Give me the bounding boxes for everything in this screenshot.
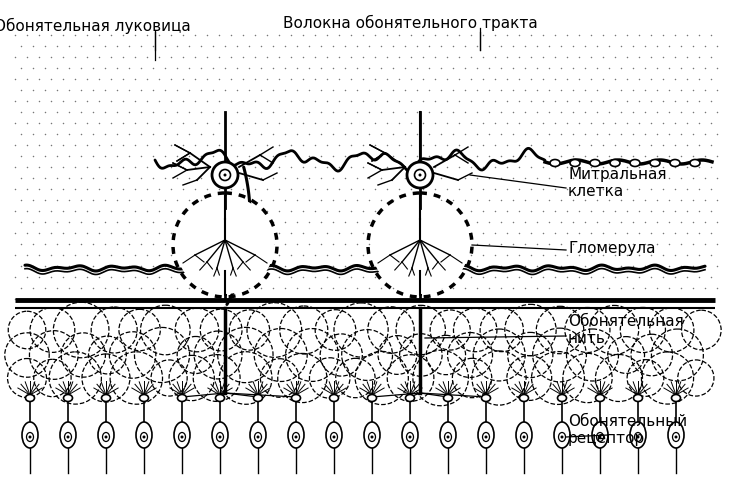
Ellipse shape xyxy=(139,394,148,401)
Circle shape xyxy=(523,435,526,438)
Circle shape xyxy=(104,435,107,438)
Ellipse shape xyxy=(690,159,700,166)
Circle shape xyxy=(599,435,602,438)
Ellipse shape xyxy=(22,422,38,448)
Circle shape xyxy=(218,435,221,438)
Ellipse shape xyxy=(630,159,640,166)
Circle shape xyxy=(176,196,274,294)
Ellipse shape xyxy=(630,422,646,448)
Ellipse shape xyxy=(668,422,684,448)
Ellipse shape xyxy=(174,422,190,448)
Ellipse shape xyxy=(590,159,600,166)
Ellipse shape xyxy=(291,394,301,401)
Ellipse shape xyxy=(444,394,453,401)
Circle shape xyxy=(142,435,145,438)
Circle shape xyxy=(212,162,238,188)
Text: Митральная
клетка: Митральная клетка xyxy=(568,167,666,199)
Ellipse shape xyxy=(253,394,263,401)
Ellipse shape xyxy=(364,422,380,448)
Circle shape xyxy=(447,435,450,438)
Ellipse shape xyxy=(558,394,566,401)
Ellipse shape xyxy=(554,422,570,448)
Ellipse shape xyxy=(288,422,304,448)
Circle shape xyxy=(675,435,677,438)
Ellipse shape xyxy=(592,422,608,448)
Circle shape xyxy=(294,435,298,438)
Ellipse shape xyxy=(596,394,604,401)
Ellipse shape xyxy=(101,394,110,401)
Text: Обонятельная луковица: Обонятельная луковица xyxy=(0,18,191,34)
Ellipse shape xyxy=(570,159,580,166)
Circle shape xyxy=(180,435,183,438)
Ellipse shape xyxy=(250,422,266,448)
Ellipse shape xyxy=(136,422,152,448)
Circle shape xyxy=(371,196,469,294)
Text: Обонятельная
нить: Обонятельная нить xyxy=(568,314,684,346)
Ellipse shape xyxy=(215,394,225,401)
Ellipse shape xyxy=(634,394,642,401)
Circle shape xyxy=(561,435,564,438)
Circle shape xyxy=(485,435,488,438)
Circle shape xyxy=(28,435,31,438)
Ellipse shape xyxy=(326,422,342,448)
Circle shape xyxy=(407,162,433,188)
Ellipse shape xyxy=(367,394,377,401)
Circle shape xyxy=(332,435,336,438)
Circle shape xyxy=(418,173,421,176)
Text: Обонятельный
рецептор: Обонятельный рецептор xyxy=(568,414,687,446)
Ellipse shape xyxy=(402,422,418,448)
Circle shape xyxy=(409,435,412,438)
Ellipse shape xyxy=(520,394,529,401)
Ellipse shape xyxy=(64,394,72,401)
Ellipse shape xyxy=(329,394,339,401)
Ellipse shape xyxy=(440,422,456,448)
Ellipse shape xyxy=(516,422,532,448)
Circle shape xyxy=(371,435,374,438)
Ellipse shape xyxy=(670,159,680,166)
Ellipse shape xyxy=(550,159,560,166)
Ellipse shape xyxy=(482,394,491,401)
Circle shape xyxy=(66,435,69,438)
Text: Волокна обонятельного тракта: Волокна обонятельного тракта xyxy=(283,15,537,31)
Ellipse shape xyxy=(650,159,660,166)
Ellipse shape xyxy=(610,159,620,166)
Ellipse shape xyxy=(405,394,415,401)
Ellipse shape xyxy=(478,422,494,448)
Ellipse shape xyxy=(672,394,680,401)
Ellipse shape xyxy=(26,394,34,401)
Ellipse shape xyxy=(60,422,76,448)
Ellipse shape xyxy=(212,422,228,448)
Text: Гломерула: Гломерула xyxy=(568,240,656,256)
Circle shape xyxy=(637,435,639,438)
Circle shape xyxy=(256,435,259,438)
Ellipse shape xyxy=(98,422,114,448)
Ellipse shape xyxy=(177,394,186,401)
Circle shape xyxy=(223,173,226,176)
